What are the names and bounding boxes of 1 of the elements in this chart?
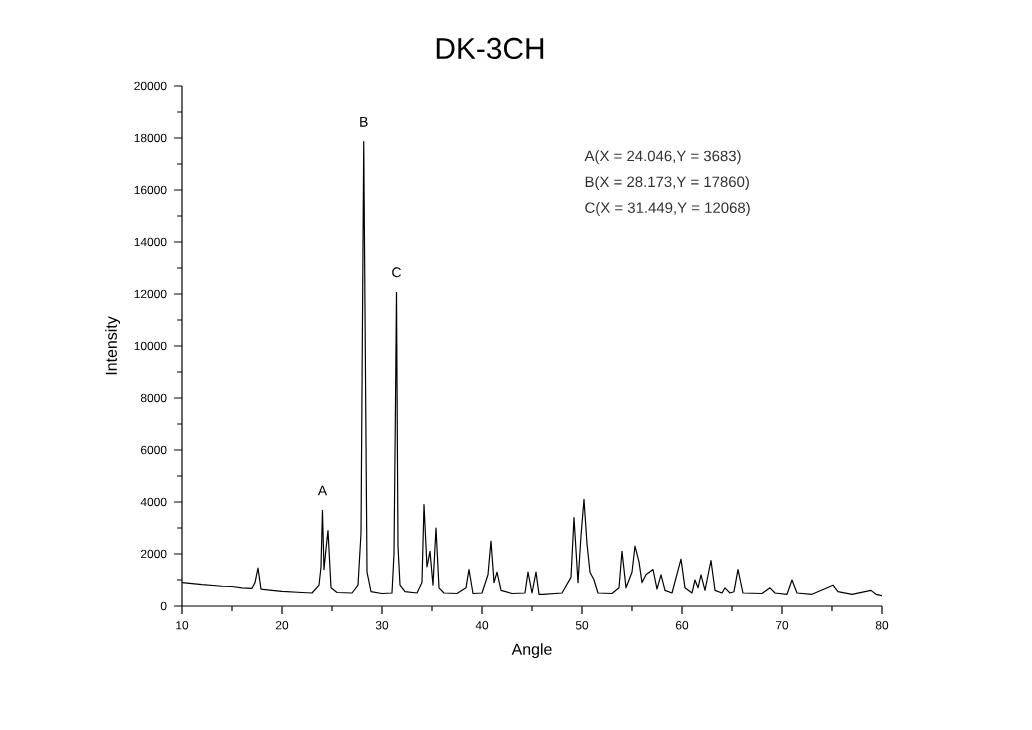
chart-title: DK-3CH xyxy=(436,37,544,60)
